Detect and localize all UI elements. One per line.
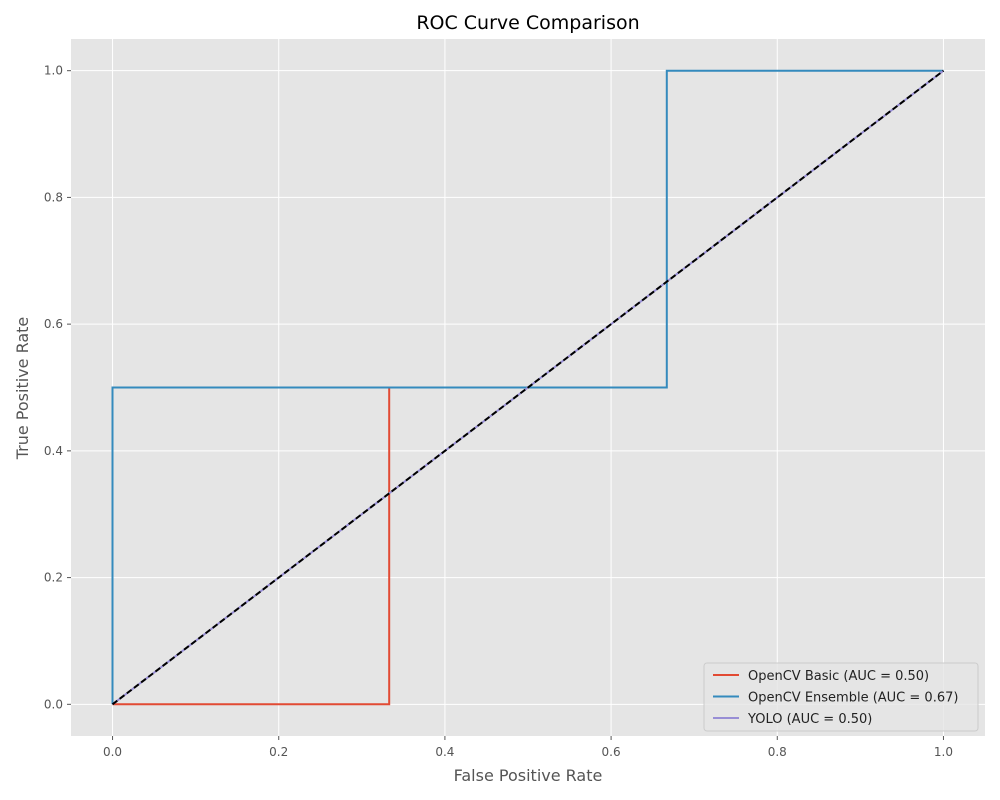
y-tick-label: 0.4 — [44, 444, 63, 458]
x-tick-label: 0.4 — [435, 745, 454, 759]
y-tick-label: 0.8 — [44, 190, 63, 204]
x-tick-label: 0.2 — [269, 745, 288, 759]
legend-entry-label: OpenCV Ensemble (AUC = 0.67) — [748, 691, 958, 706]
x-tick-label: 0.0 — [103, 745, 122, 759]
reference-diagonal-line — [111, 69, 945, 706]
y-tick-label: 0.0 — [44, 697, 63, 711]
series-line-opencv-ensemble — [111, 69, 944, 705]
plot-lines — [111, 69, 945, 706]
x-axis-ticks: 0.0 0.2 0.4 0.6 0.8 1.0 — [103, 736, 953, 759]
y-tick-label: 1.0 — [44, 64, 63, 78]
x-tick-label: 0.8 — [768, 745, 787, 759]
chart-title: ROC Curve Comparison — [416, 12, 639, 34]
y-tick-label: 0.2 — [44, 571, 63, 585]
x-tick-label: 0.6 — [602, 745, 621, 759]
legend-entry-label: OpenCV Basic (AUC = 0.50) — [748, 669, 929, 684]
legend-entry-label: YOLO (AUC = 0.50) — [747, 712, 872, 727]
legend-box — [703, 662, 979, 732]
legend: OpenCV Basic (AUC = 0.50) OpenCV Ensemble… — [703, 662, 979, 732]
x-axis-label: False Positive Rate — [454, 766, 603, 785]
y-axis-label: True Positive Rate — [13, 317, 32, 461]
y-tick-label: 0.6 — [44, 317, 63, 331]
x-tick-label: 1.0 — [934, 745, 953, 759]
y-axis-ticks: 0.0 0.2 0.4 0.6 0.8 1.0 — [44, 64, 71, 711]
